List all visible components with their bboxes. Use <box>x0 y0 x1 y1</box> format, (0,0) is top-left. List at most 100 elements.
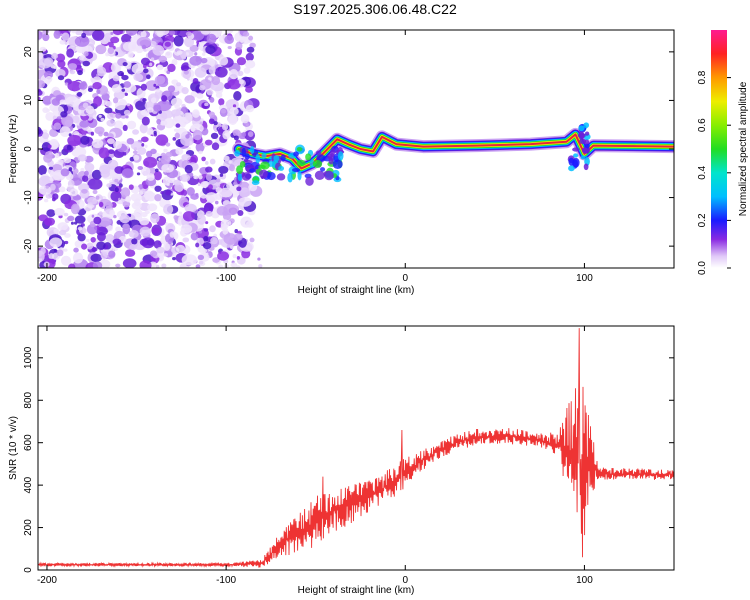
noise-blob <box>45 112 55 121</box>
y-tick-label: 1000 <box>23 346 34 369</box>
noise-blob <box>55 53 66 63</box>
noise-blob <box>61 32 70 41</box>
ridge-blob <box>249 146 255 155</box>
noise-blob <box>190 123 204 134</box>
noise-blob <box>153 130 157 135</box>
noise-blob <box>164 51 173 59</box>
spectrogram-y-label: Frequency (Hz) <box>8 115 19 184</box>
noise-blob <box>140 83 147 91</box>
noise-blob <box>60 255 72 266</box>
noise-blob <box>81 243 88 250</box>
noise-blob <box>69 188 79 197</box>
noise-blob <box>132 129 140 135</box>
noise-blob <box>74 35 90 47</box>
noise-blob <box>42 33 50 42</box>
ridge-blob <box>278 165 285 171</box>
noise-blob <box>217 251 230 261</box>
noise-blob <box>120 187 131 198</box>
noise-blob <box>181 65 189 72</box>
x-tick-label: 100 <box>576 575 593 586</box>
noise-blob <box>155 30 170 36</box>
noise-blob <box>106 183 112 188</box>
noise-blob <box>158 157 161 161</box>
noise-blob <box>146 150 153 158</box>
noise-blob <box>200 181 209 188</box>
noise-blob <box>114 120 124 130</box>
noise-blob <box>144 101 157 110</box>
noise-blob <box>158 32 163 36</box>
noise-blob <box>113 214 117 219</box>
noise-blob <box>143 68 149 74</box>
noise-blob <box>238 79 244 85</box>
noise-blob <box>129 156 135 162</box>
ridge-blob <box>305 176 314 186</box>
noise-blob <box>38 165 47 176</box>
noise-blob <box>225 30 234 34</box>
noise-blob <box>239 36 251 45</box>
ridge-blob <box>328 157 334 165</box>
noise-blob <box>123 81 132 88</box>
noise-blob <box>135 100 147 111</box>
noise-blob <box>229 68 239 80</box>
noise-blob <box>84 170 89 177</box>
noise-blob <box>140 136 149 143</box>
noise-blob <box>146 107 154 113</box>
noise-blob <box>181 87 189 95</box>
noise-blob <box>98 114 102 118</box>
noise-blob <box>121 168 134 179</box>
noise-blob <box>42 95 53 105</box>
noise-blob <box>49 237 63 248</box>
ridge-blob <box>280 154 286 162</box>
noise-blob <box>195 242 200 248</box>
noise-blob <box>208 111 215 118</box>
colorbar-tick-label: 0.2 <box>697 213 708 227</box>
noise-blob <box>173 179 181 186</box>
noise-blob <box>130 141 143 151</box>
noise-blob <box>41 141 51 152</box>
noise-blob <box>173 35 184 47</box>
noise-blob <box>150 250 158 257</box>
noise-blob <box>248 35 254 41</box>
noise-blob <box>95 195 100 200</box>
noise-blob <box>131 238 138 245</box>
noise-blob <box>115 263 121 268</box>
noise-blob <box>224 35 234 44</box>
noise-blob <box>135 45 144 54</box>
noise-blob <box>164 156 168 160</box>
ridge-blob <box>583 122 590 129</box>
noise-blob <box>82 102 89 109</box>
noise-blob <box>56 249 64 257</box>
noise-blob <box>105 100 113 107</box>
noise-blob <box>258 264 263 268</box>
noise-blob <box>112 238 122 245</box>
noise-blob <box>201 156 206 162</box>
noise-blob <box>198 260 204 265</box>
noise-blob <box>161 163 175 173</box>
noise-blob <box>68 63 78 70</box>
ridge-blob <box>276 173 286 181</box>
noise-blob <box>103 131 109 137</box>
ridge-blob <box>578 131 585 140</box>
noise-blob <box>175 147 184 155</box>
noise-blob <box>163 117 175 129</box>
noise-blob <box>128 229 139 238</box>
noise-blob <box>232 104 237 108</box>
ridge-blob <box>234 149 241 157</box>
noise-blob <box>233 91 242 101</box>
noise-blob <box>60 168 70 177</box>
noise-blob <box>38 214 48 222</box>
noise-blob <box>207 184 213 190</box>
noise-blob <box>158 55 168 63</box>
noise-blob <box>137 165 144 170</box>
noise-blob <box>45 185 49 189</box>
noise-blob <box>121 88 126 92</box>
y-tick-label: 10 <box>23 94 34 106</box>
noise-blob <box>139 123 148 134</box>
y-tick-label: 400 <box>23 476 34 493</box>
noise-blob <box>242 31 250 37</box>
noise-blob <box>141 116 150 126</box>
noise-blob <box>156 64 164 71</box>
noise-blob <box>145 191 157 202</box>
noise-blob <box>211 75 221 86</box>
